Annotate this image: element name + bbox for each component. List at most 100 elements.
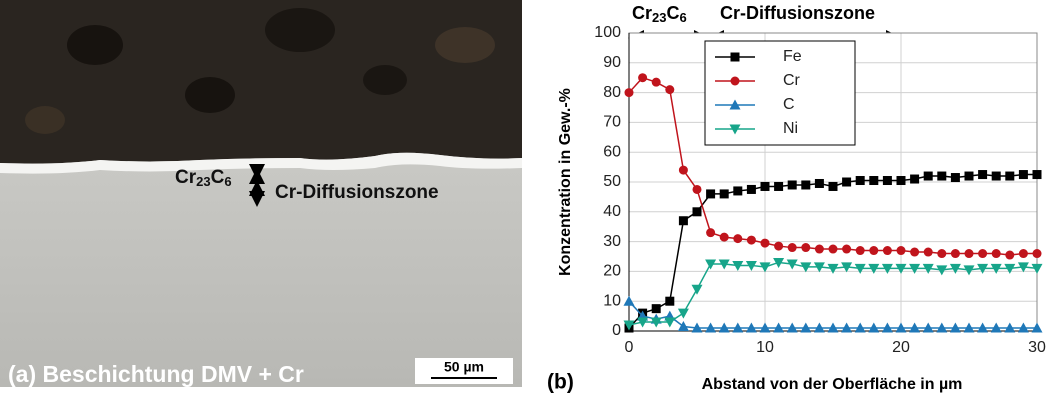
marker (665, 297, 674, 306)
line-chart: (b) Abstand von der Oberfläche in µm Kon… (547, 3, 1046, 394)
subscript: 6 (679, 10, 686, 25)
marker (978, 249, 987, 258)
embedding-resin (0, 0, 522, 164)
subscript: 23 (652, 10, 666, 25)
subscript: 23 (196, 174, 210, 189)
marker (1005, 251, 1014, 260)
legend-label: Fe (783, 48, 802, 65)
marker (679, 166, 688, 175)
y-tick-label: 40 (603, 203, 621, 220)
marker (897, 246, 906, 255)
particle (435, 27, 495, 63)
x-tick-label: 0 (625, 339, 634, 356)
legend-label: C (783, 96, 795, 113)
marker (665, 85, 674, 94)
page: {"micrograph": {"caption": "(a) Beschich… (0, 0, 1049, 397)
marker (720, 233, 729, 242)
marker (937, 249, 946, 258)
marker (842, 178, 851, 187)
panel-label: (b) (547, 371, 574, 394)
y-tick-label: 90 (603, 54, 621, 71)
y-tick-label: 0 (612, 322, 621, 339)
marker (829, 245, 838, 254)
y-tick-label: 30 (603, 233, 621, 250)
particle (265, 8, 335, 52)
marker (856, 176, 865, 185)
marker (910, 248, 919, 257)
marker (869, 176, 878, 185)
marker (829, 182, 838, 191)
marker (706, 228, 715, 237)
marker (801, 243, 810, 252)
legend-label: Ni (783, 120, 798, 137)
marker (747, 185, 756, 194)
marker (883, 176, 892, 185)
particle (363, 65, 407, 95)
x-tick-label: 10 (756, 339, 774, 356)
caption: (a) Beschichtung DMV + Cr (8, 361, 304, 387)
marker (679, 216, 688, 225)
marker (720, 189, 729, 198)
marker (842, 245, 851, 254)
marker (706, 189, 715, 198)
marker (992, 249, 1001, 258)
marker (761, 182, 770, 191)
marker (869, 246, 878, 255)
marker (1019, 170, 1028, 179)
scale-bar-label: 50 µm (444, 359, 484, 375)
annotation: Cr-Diffusionszone (720, 3, 875, 23)
micrograph: Cr23C6 Cr-Diffusionszone (a) Beschichtun… (0, 0, 522, 387)
formula-part: C (666, 3, 679, 23)
marker (910, 175, 919, 184)
formula-part: C (211, 167, 225, 188)
marker (992, 172, 1001, 181)
particle (185, 77, 235, 113)
marker (652, 304, 661, 313)
x-tick-label: 20 (892, 339, 910, 356)
y-tick-label: 50 (603, 173, 621, 190)
legend-marker (731, 53, 740, 62)
marker (1033, 170, 1042, 179)
marker (801, 180, 810, 189)
annotation: Cr23C6 (632, 3, 687, 26)
legend-marker (731, 77, 740, 86)
marker (897, 176, 906, 185)
subscript: 6 (224, 174, 231, 189)
marker (951, 173, 960, 182)
marker (1019, 249, 1028, 258)
marker (978, 170, 987, 179)
marker (733, 234, 742, 243)
y-tick-label: 60 (603, 143, 621, 160)
marker (747, 236, 756, 245)
marker (693, 207, 702, 216)
marker (951, 249, 960, 258)
marker (788, 180, 797, 189)
marker (924, 248, 933, 257)
particle (67, 25, 123, 65)
y-tick-label: 80 (603, 84, 621, 101)
formula-part: Cr (632, 3, 652, 23)
marker (937, 172, 946, 181)
marker (1033, 249, 1042, 258)
figure: Cr23C6 Cr-Diffusionszone (a) Beschichtun… (0, 0, 1049, 397)
marker (788, 243, 797, 252)
particle (25, 106, 65, 134)
y-tick-label: 100 (594, 24, 621, 41)
y-tick-label: 70 (603, 114, 621, 131)
marker (638, 73, 647, 82)
x-axis-label: Abstand von der Oberfläche in µm (702, 376, 963, 393)
marker (693, 185, 702, 194)
y-tick-label: 10 (603, 292, 621, 309)
marker (1005, 172, 1014, 181)
y-tick-label: 20 (603, 263, 621, 280)
marker (625, 88, 634, 97)
marker (965, 249, 974, 258)
y-axis-label: Konzentration in Gew.-% (557, 88, 574, 276)
marker (652, 78, 661, 87)
marker (965, 172, 974, 181)
marker (924, 172, 933, 181)
x-tick-label: 30 (1028, 339, 1046, 356)
legend-label: Cr (783, 72, 801, 89)
marker (815, 179, 824, 188)
marker (856, 246, 865, 255)
